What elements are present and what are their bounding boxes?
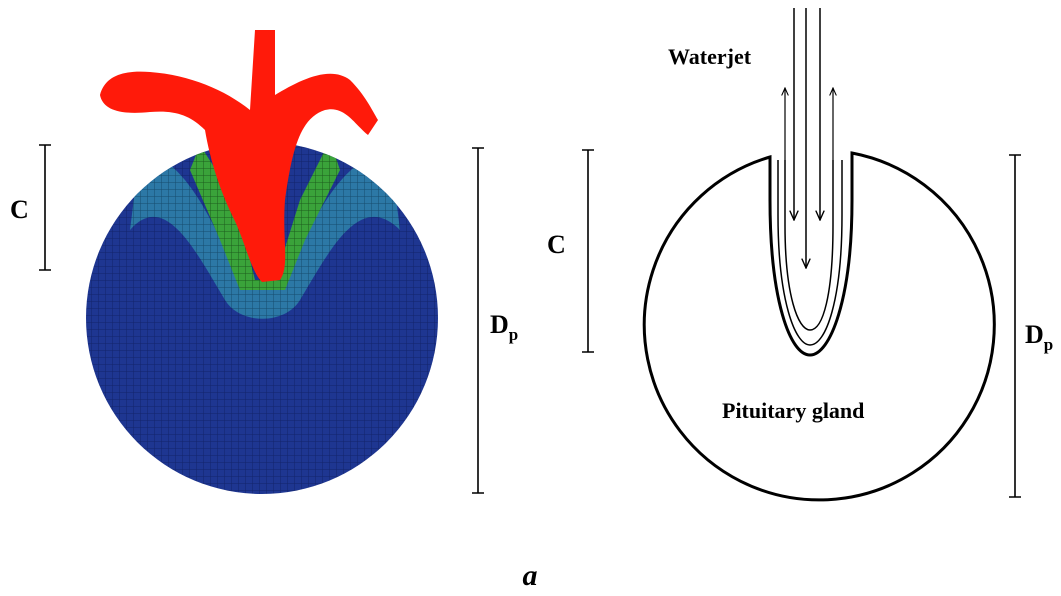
schematic <box>582 8 1021 502</box>
diameter-label: Dp <box>1025 320 1053 354</box>
depth-label: C <box>547 230 566 259</box>
caption: a <box>523 559 538 592</box>
fem-model <box>86 30 438 494</box>
diameter-label: Dp <box>490 310 518 344</box>
splash <box>100 30 378 282</box>
jet-label: Waterjet <box>668 44 752 69</box>
depth-label: C <box>10 195 29 224</box>
gland-label: Pituitary gland <box>722 398 864 423</box>
left-brackets <box>39 144 484 494</box>
